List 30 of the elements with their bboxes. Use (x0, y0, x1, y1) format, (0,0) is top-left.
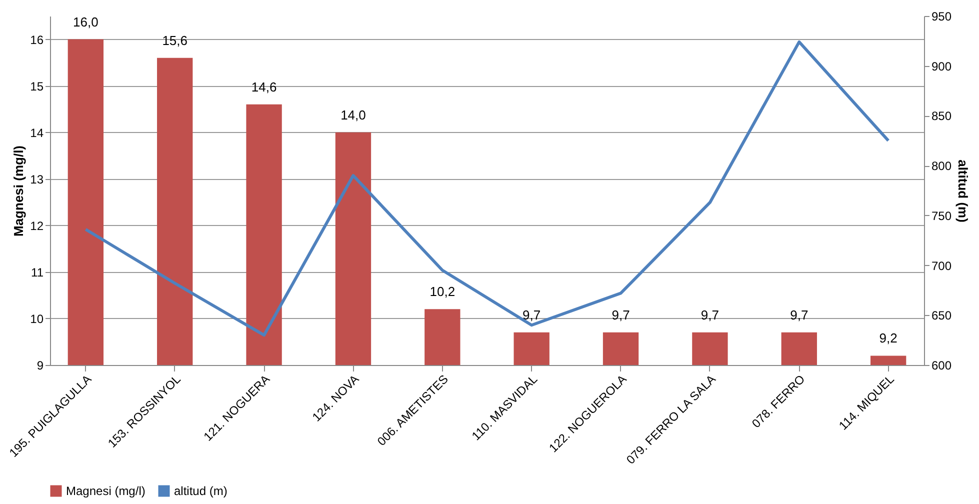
y-tick-label: 12 (30, 218, 44, 233)
y-tick-label: 16 (30, 32, 44, 47)
data-label: 14,6 (251, 79, 277, 94)
y-tick-label: 14 (30, 126, 44, 140)
data-label: 9,7 (522, 307, 541, 322)
y-tick-label: 13 (30, 172, 44, 186)
data-label: 9,7 (700, 307, 719, 322)
y2-tick-label: 950 (932, 10, 952, 24)
y2-tick-label: 600 (932, 358, 952, 372)
legend-label: altitud (m) (174, 484, 228, 498)
data-label: 16,0 (73, 14, 98, 30)
y2-axis-title: altitud (m) (956, 160, 971, 222)
legend-label: Magnesi (mg/l) (66, 484, 146, 498)
data-label: 15,6 (162, 32, 188, 48)
y2-tick-label: 700 (932, 258, 952, 273)
y-tick-label: 9 (36, 358, 44, 372)
data-label: 14,0 (340, 107, 366, 122)
y2-tick-label: 800 (932, 159, 952, 174)
y-axis-title: Magnesi (mg/l) (11, 145, 26, 237)
y2-tick-label: 750 (932, 208, 952, 223)
y-tick-label: 10 (30, 312, 44, 326)
data-label: 9,7 (790, 307, 808, 322)
data-label: 10,2 (430, 284, 456, 300)
data-label: 9,7 (612, 307, 630, 322)
y2-tick-label: 650 (932, 308, 952, 323)
y2-tick-label: 850 (932, 109, 952, 124)
data-label: 9,2 (879, 330, 898, 346)
y-tick-label: 11 (31, 265, 44, 280)
y2-tick-label: 900 (932, 59, 952, 74)
y-tick-label: 15 (30, 79, 44, 94)
